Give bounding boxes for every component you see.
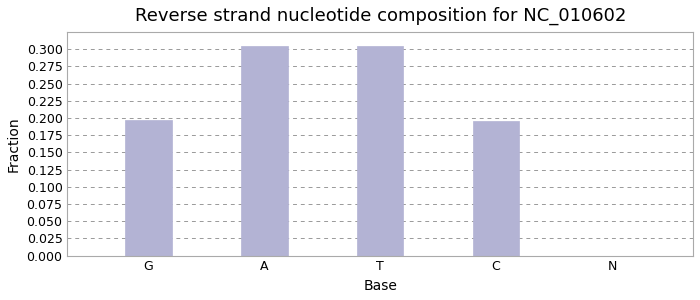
X-axis label: Base: Base [363,279,397,293]
Title: Reverse strand nucleotide composition for NC_010602: Reverse strand nucleotide composition fo… [134,7,626,25]
Bar [241,46,288,256]
Bar [125,120,172,256]
Y-axis label: Fraction: Fraction [7,116,21,172]
Bar [357,46,403,256]
Bar [473,122,519,256]
